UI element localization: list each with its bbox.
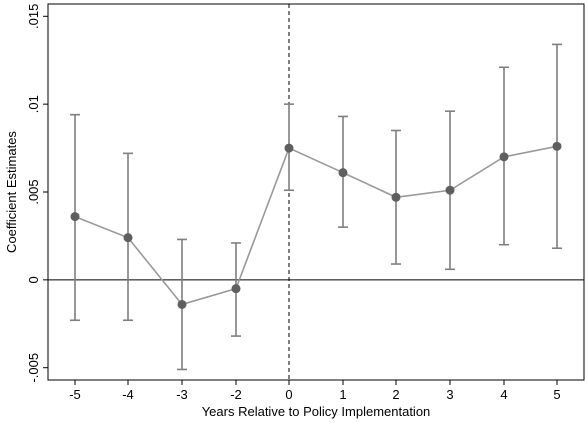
- data-point: [231, 284, 241, 294]
- x-tick-label: 1: [339, 387, 346, 402]
- x-tick-label: 5: [553, 387, 560, 402]
- y-tick-label: 0: [26, 276, 41, 283]
- y-tick-label: .005: [26, 179, 41, 204]
- y-tick-label: .01: [26, 95, 41, 113]
- error-bars: [70, 43, 562, 371]
- data-point: [177, 299, 187, 309]
- x-tick-label: -3: [176, 387, 188, 402]
- y-tick-label: -.005: [26, 353, 41, 383]
- series-line: [74, 145, 558, 306]
- data-point: [552, 141, 562, 151]
- x-tick-label: 0: [285, 387, 292, 402]
- x-tick-label: -5: [69, 387, 81, 402]
- y-axis-title: Coefficient Estimates: [4, 131, 19, 253]
- coefficient-line: [74, 145, 558, 306]
- x-tick-label: -4: [122, 387, 134, 402]
- x-tick-label: 3: [446, 387, 453, 402]
- data-point: [338, 168, 348, 178]
- x-tick-label: 4: [500, 387, 507, 402]
- data-point: [391, 192, 401, 202]
- y-tick-label: .015: [26, 4, 41, 29]
- y-axis-ticks: -.005 0 .005 .01 .015: [26, 4, 48, 383]
- x-axis-title: Years Relative to Policy Implementation: [202, 404, 431, 419]
- x-tick-label: 2: [392, 387, 399, 402]
- data-point: [499, 152, 509, 162]
- data-points: [70, 141, 562, 309]
- x-axis-ticks: -5 -4 -3 -2 0 1 2 3 4 5: [69, 380, 561, 402]
- data-point: [445, 185, 455, 195]
- reference-lines: [48, 4, 584, 380]
- x-tick-label: -2: [230, 387, 242, 402]
- data-point: [123, 233, 133, 243]
- data-point: [284, 143, 294, 153]
- data-point: [70, 212, 80, 222]
